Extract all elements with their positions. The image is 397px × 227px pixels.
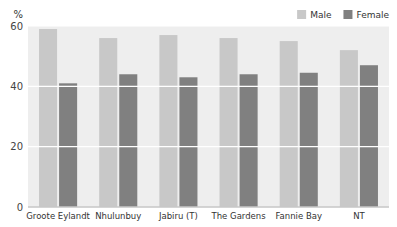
bar (39, 29, 57, 207)
bars (39, 29, 378, 207)
bar (179, 77, 197, 207)
legend-item: Female (343, 10, 389, 20)
plot-area (28, 26, 389, 207)
y-axis-label: % (13, 9, 23, 20)
bar (280, 41, 298, 207)
x-tick-label: Fannie Bay (276, 211, 322, 221)
chart: 0 20 40 60 Groote Eylandt Nhulunbuy Jabiru (T)… (0, 0, 397, 227)
grid-line (28, 146, 389, 147)
bar (240, 74, 258, 207)
x-tick-label: Jabiru (T) (158, 211, 198, 221)
y-tick-label: 40 (10, 81, 23, 92)
x-tick-label: The Gardens (211, 211, 267, 221)
x-tick-label: NT (353, 211, 365, 221)
bar (119, 74, 137, 207)
legend-swatch (297, 10, 306, 19)
grid-line (28, 206, 389, 207)
grid-line (28, 86, 389, 87)
bar (300, 73, 318, 207)
y-tick-label: 60 (10, 21, 23, 32)
x-tick-label: Nhulunbuy (95, 211, 141, 221)
legend-label: Male (310, 10, 332, 20)
grid (28, 26, 389, 207)
bar (220, 38, 238, 207)
x-axis-line (28, 207, 389, 208)
y-tick-label: 0 (17, 202, 23, 213)
legend-label: Female (356, 10, 389, 20)
legend-item: Male (297, 10, 332, 20)
bar (159, 35, 177, 207)
bar (99, 38, 117, 207)
y-tick-label: 20 (10, 141, 23, 152)
legend-swatch (343, 10, 352, 19)
grid-line (28, 25, 389, 26)
bar (340, 50, 358, 207)
x-tick-label: Groote Eylandt (26, 211, 90, 221)
legend: Male Female (297, 10, 389, 20)
bar (59, 83, 77, 207)
